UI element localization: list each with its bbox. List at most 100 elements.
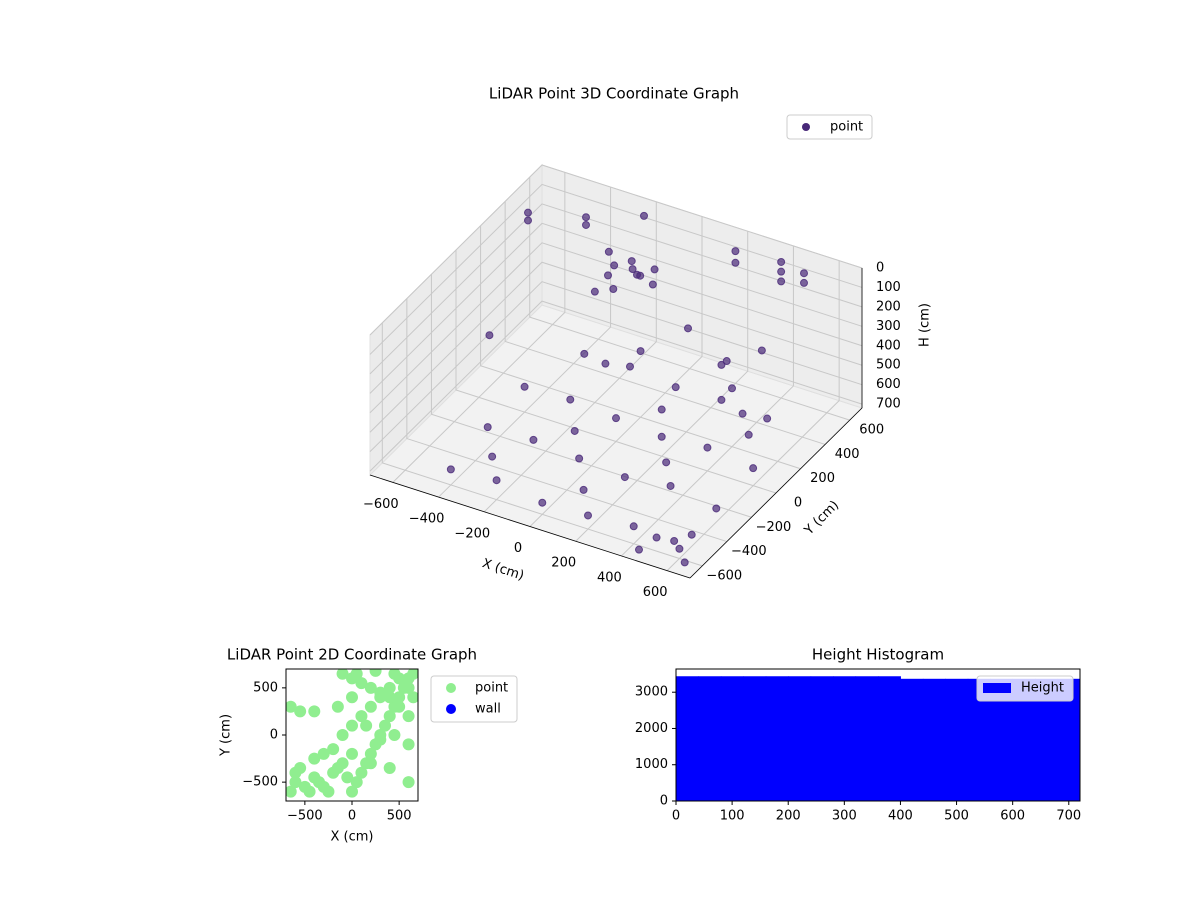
y-tick-label: −600 xyxy=(706,568,742,583)
x-tick-label: 200 xyxy=(776,809,801,824)
x-tick-label: 700 xyxy=(1056,809,1081,824)
x-tick-label: 600 xyxy=(643,585,668,600)
axis-line xyxy=(689,407,863,579)
grid-line xyxy=(369,203,863,375)
data-point xyxy=(684,324,692,333)
y-tick-label: 3000 xyxy=(635,685,668,700)
data-point xyxy=(346,719,358,732)
hist-bar xyxy=(967,678,991,801)
axis-line xyxy=(369,474,691,579)
z-tick-label: 600 xyxy=(876,377,901,392)
data-point xyxy=(582,220,590,229)
data-point xyxy=(286,785,297,798)
x-tick-label: −400 xyxy=(409,512,445,527)
data-point xyxy=(317,747,330,760)
z-axis-label: H (cm) xyxy=(918,303,933,347)
data-point xyxy=(364,747,377,760)
data-point xyxy=(402,681,415,694)
data-point xyxy=(336,757,349,770)
data-point xyxy=(731,258,740,267)
hist-bar xyxy=(855,676,879,801)
data-point xyxy=(355,766,368,779)
chart-title: LiDAR Point 3D Coordinate Graph xyxy=(489,85,739,103)
grid-line xyxy=(504,201,826,445)
data-point xyxy=(294,705,307,718)
grid-line xyxy=(455,250,777,494)
legend-label: point xyxy=(830,120,863,135)
data-point xyxy=(383,691,396,704)
legend-label: Height xyxy=(1021,681,1064,696)
grid-line xyxy=(529,216,703,527)
data-point xyxy=(364,757,377,770)
data-point xyxy=(777,257,786,266)
z-tick-label: 700 xyxy=(876,397,901,412)
data-point xyxy=(777,277,786,286)
data-point xyxy=(636,347,645,356)
data-point xyxy=(648,280,657,289)
data-point xyxy=(800,269,808,278)
data-point xyxy=(286,700,297,713)
z-tick-label: 200 xyxy=(876,299,901,314)
data-point xyxy=(355,710,368,723)
data-point xyxy=(604,247,613,256)
data-point xyxy=(680,558,689,567)
data-point xyxy=(640,211,648,220)
hist-bar xyxy=(676,676,699,801)
legend-marker xyxy=(446,683,456,693)
x-tick-label: 0 xyxy=(348,809,356,824)
x-tick-label: 500 xyxy=(387,809,412,824)
z-tick-label: 100 xyxy=(876,280,901,295)
data-point xyxy=(379,719,391,732)
y-tick-label: 1000 xyxy=(635,757,668,772)
hist-bar xyxy=(743,676,767,801)
x-tick-label: 500 xyxy=(944,809,969,824)
grid-line xyxy=(369,281,863,453)
data-point xyxy=(575,454,584,463)
data-point xyxy=(350,669,363,680)
data-point xyxy=(703,443,712,452)
grid-line xyxy=(666,260,840,571)
data-point xyxy=(717,395,726,404)
y-tick-label: 400 xyxy=(835,447,860,462)
data-point xyxy=(407,691,418,704)
x-tick-label: 0 xyxy=(514,541,522,556)
x-tick-label: −200 xyxy=(454,526,490,541)
legend-box xyxy=(786,114,873,140)
x-tick-label: 400 xyxy=(597,570,622,585)
y-tick-label: 0 xyxy=(794,496,802,511)
data-point xyxy=(763,414,772,423)
chart-title: LiDAR Point 2D Coordinate Graph xyxy=(227,646,477,664)
data-point xyxy=(570,426,579,435)
data-point xyxy=(629,522,638,531)
data-point xyxy=(601,359,610,368)
data-point xyxy=(402,776,415,789)
grid-line xyxy=(575,231,749,542)
grid-line xyxy=(438,187,612,498)
data-point xyxy=(529,435,538,444)
grid-line xyxy=(369,164,863,336)
grid-line xyxy=(369,222,863,394)
data-point xyxy=(744,430,753,439)
data-point xyxy=(662,458,671,467)
hist-bar xyxy=(698,676,722,801)
y-tick-label: 500 xyxy=(253,680,278,695)
grid-line xyxy=(369,242,863,414)
data-point xyxy=(604,271,612,280)
data-point xyxy=(728,384,736,393)
legend-label: point xyxy=(475,681,508,696)
y-tick-label: −200 xyxy=(756,520,792,535)
z-tick-label: 0 xyxy=(876,261,884,276)
z-tick-label: 300 xyxy=(876,319,901,334)
z-tick-label: 400 xyxy=(876,338,901,353)
hist-bar xyxy=(765,676,789,801)
data-point xyxy=(731,247,740,256)
x-tick-label: 200 xyxy=(551,556,576,571)
data-point xyxy=(580,349,589,358)
legend-box xyxy=(976,675,1074,702)
hist-bar xyxy=(900,678,924,801)
x-tick-label: −600 xyxy=(363,497,399,512)
data-point xyxy=(524,216,532,225)
data-point xyxy=(402,738,415,751)
x-tick-label: 100 xyxy=(720,809,745,824)
data-point xyxy=(346,691,358,704)
